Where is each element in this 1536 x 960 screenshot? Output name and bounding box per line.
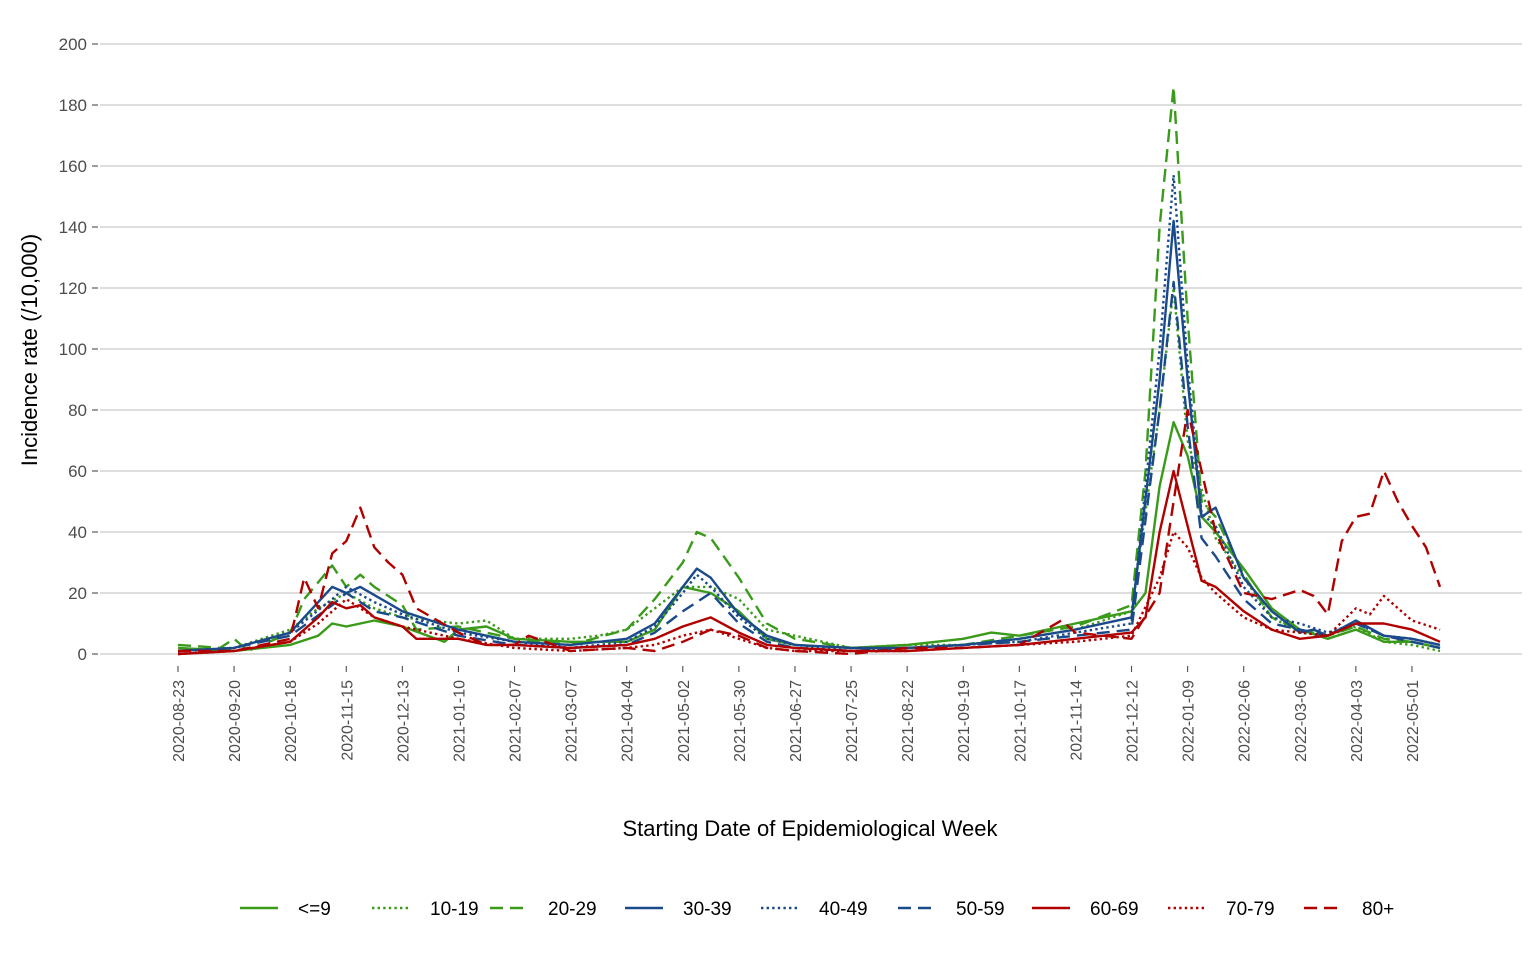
x-tick-label: 2021-11-14 xyxy=(1068,680,1085,761)
y-axis-title: Incidence rate (/10,000) xyxy=(17,234,42,466)
x-tick-label: 2020-12-13 xyxy=(395,680,412,762)
x-tick-label: 2022-05-01 xyxy=(1405,680,1422,762)
series-line-2 xyxy=(177,85,1441,653)
legend-label: 30-39 xyxy=(683,899,732,920)
x-tick-label: 2021-04-04 xyxy=(620,680,637,762)
x-tick-label: 2021-09-19 xyxy=(956,680,973,762)
legend-label: 40-49 xyxy=(819,899,868,920)
series-line-5 xyxy=(177,280,1441,653)
x-tick-label: 2021-06-27 xyxy=(788,680,805,762)
legend-label: 50-59 xyxy=(956,899,1005,920)
legend-label: 60-69 xyxy=(1090,899,1139,920)
y-tick-label: 160 xyxy=(59,157,87,176)
x-tick-label: 2021-05-02 xyxy=(676,680,693,762)
x-tick-label: 2022-01-09 xyxy=(1181,680,1198,762)
series-line-8 xyxy=(178,408,1442,656)
x-axis-title: Starting Date of Epidemiological Week xyxy=(622,816,998,841)
x-tick-label: 2021-08-22 xyxy=(900,680,917,762)
y-tick-label: 60 xyxy=(68,462,87,481)
x-tick-label: 2021-07-25 xyxy=(844,680,861,762)
y-tick-label: 40 xyxy=(68,523,87,542)
series-line-6 xyxy=(177,469,1441,656)
legend-label: 80+ xyxy=(1362,899,1394,920)
legend-label: 10-19 xyxy=(430,899,479,920)
x-tick-label: 2020-08-23 xyxy=(171,680,188,762)
legend-label: 70-79 xyxy=(1226,899,1275,920)
series-lines xyxy=(177,85,1442,656)
x-tick-label: 2021-01-10 xyxy=(451,680,468,762)
x-axis-ticks: 2020-08-23 2020-09-20 2020-10-18 2020-11-15… xyxy=(171,666,1422,762)
x-tick-label: 2020-09-20 xyxy=(227,680,244,762)
x-tick-label: 2021-10-17 xyxy=(1012,680,1029,762)
x-tick-label: 2022-04-03 xyxy=(1349,680,1366,762)
y-tick-label: 100 xyxy=(59,340,87,359)
series-line-1 xyxy=(177,286,1441,653)
x-tick-label: 2020-11-15 xyxy=(339,680,356,761)
x-tick-label: 2021-05-30 xyxy=(732,680,749,762)
gridlines xyxy=(100,43,1522,655)
y-tick-label: 180 xyxy=(59,96,87,115)
series-line-7 xyxy=(177,530,1441,656)
x-tick-label: 2021-03-07 xyxy=(564,680,581,762)
y-tick-label: 120 xyxy=(59,279,87,298)
y-tick-label: 200 xyxy=(59,35,87,54)
legend-label: <=9 xyxy=(298,899,331,920)
x-tick-label: 2021-02-07 xyxy=(508,680,525,762)
x-tick-label: 2022-02-06 xyxy=(1237,680,1254,762)
y-tick-label: 140 xyxy=(59,218,87,237)
series-line-3 xyxy=(177,219,1441,653)
x-tick-label: 2020-10-18 xyxy=(283,680,300,762)
y-axis-ticks: 0 20 40 60 80 100 120 140 160 180 200 xyxy=(59,35,98,664)
y-tick-label: 80 xyxy=(68,401,87,420)
y-tick-label: 20 xyxy=(68,584,87,603)
legend: <=9 10-19 20-29 30-39 40-49 50-59 60-69 70-79 80… xyxy=(240,899,1394,920)
legend-label: 20-29 xyxy=(548,899,597,920)
x-tick-label: 2022-03-06 xyxy=(1293,680,1310,762)
y-tick-label: 0 xyxy=(78,645,87,664)
x-tick-label: 2021-12-12 xyxy=(1125,680,1142,762)
